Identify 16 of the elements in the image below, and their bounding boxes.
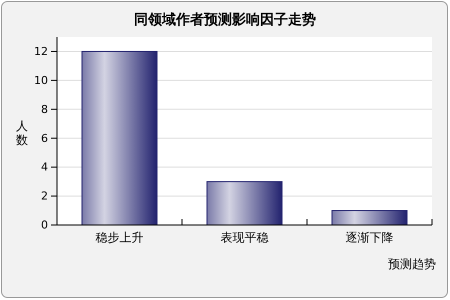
y-tick-label: 10 bbox=[34, 74, 48, 87]
y-tick-label: 2 bbox=[41, 190, 48, 203]
x-tick-label: 稳步上升 bbox=[96, 230, 144, 245]
bar bbox=[82, 50, 158, 226]
y-axis-title: 人数 bbox=[16, 119, 28, 147]
y-tick-label: 12 bbox=[34, 44, 48, 58]
bar bbox=[332, 210, 408, 226]
y-tick-label: 4 bbox=[41, 160, 48, 174]
x-tick-label: 逐渐下降 bbox=[346, 230, 394, 245]
chart-title: 同领域作者预测影响因子走势 bbox=[134, 12, 316, 28]
bar bbox=[206, 181, 282, 226]
y-tick-label: 6 bbox=[41, 132, 48, 145]
x-tick-label: 表现平稳 bbox=[220, 230, 268, 245]
y-tick-label: 8 bbox=[41, 102, 48, 116]
y-tick-label: 0 bbox=[41, 218, 48, 232]
x-axis-title: 预测趋势 bbox=[388, 257, 436, 271]
